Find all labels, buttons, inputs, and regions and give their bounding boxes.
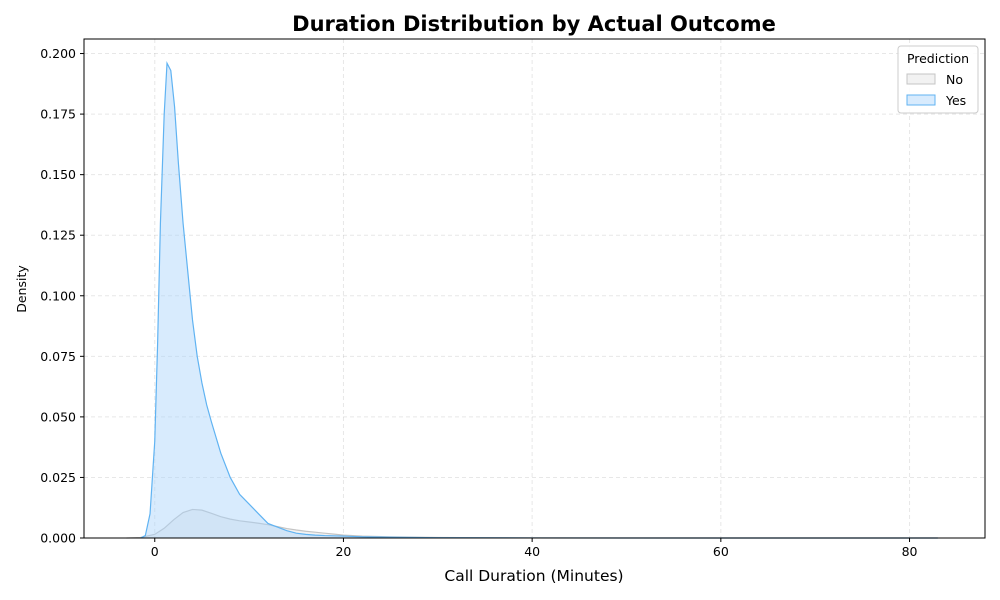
legend-label-yes: Yes bbox=[945, 93, 966, 108]
legend-box bbox=[897, 45, 979, 114]
y-tick-label: 0.025 bbox=[40, 470, 76, 485]
y-tick-label: 0.000 bbox=[40, 531, 76, 546]
y-tick-label: 0.075 bbox=[40, 349, 76, 364]
x-tick-label: 60 bbox=[713, 544, 729, 559]
x-tick-label: 0 bbox=[151, 544, 159, 559]
y-tick-label: 0.100 bbox=[40, 288, 76, 303]
y-tick-label: 0.200 bbox=[40, 46, 76, 61]
x-tick-label: 20 bbox=[335, 544, 351, 559]
density-line-yes bbox=[140, 61, 938, 539]
x-axis-label: Call Duration (Minutes) bbox=[444, 567, 623, 585]
legend-swatch-yes bbox=[906, 94, 936, 106]
y-axis-label: Density bbox=[14, 265, 29, 313]
y-axis: 0.000 0.025 0.050 0.075 0.100 0.125 0.150 0.175… bbox=[40, 46, 84, 546]
chart-title: Duration Distribution by Actual Outcome bbox=[292, 12, 776, 36]
y-tick-label: 0.125 bbox=[40, 228, 76, 243]
legend-title: Prediction bbox=[907, 51, 969, 66]
legend-swatch-no bbox=[906, 73, 936, 85]
y-tick-label: 0.175 bbox=[40, 107, 76, 122]
y-tick-label: 0.050 bbox=[40, 409, 76, 424]
x-axis: 0 20 40 60 80 bbox=[151, 538, 918, 559]
y-tick-label: 0.150 bbox=[40, 167, 76, 182]
x-tick-label: 40 bbox=[524, 544, 540, 559]
density-area-yes bbox=[140, 63, 938, 538]
plot-frame bbox=[83, 38, 986, 539]
legend-label-no: No bbox=[946, 72, 963, 87]
legend: Prediction No Yes bbox=[897, 45, 979, 114]
x-tick-label: 80 bbox=[902, 544, 918, 559]
